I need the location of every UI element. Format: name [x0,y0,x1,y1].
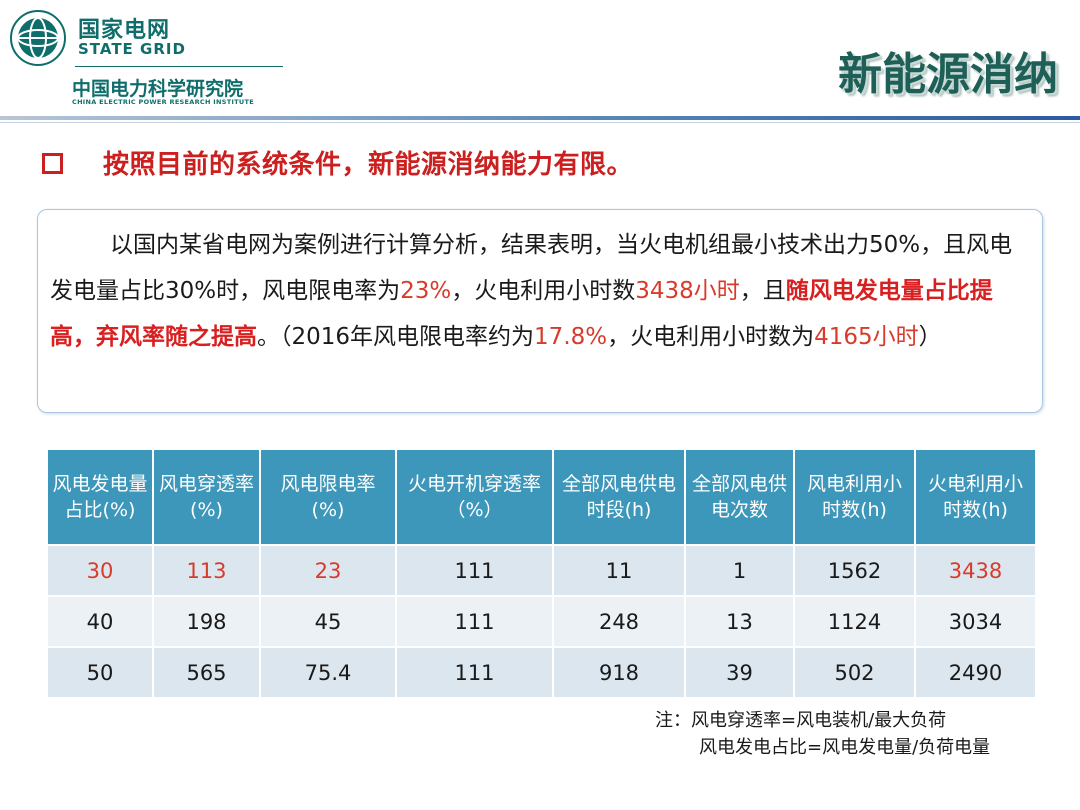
table-cell: 1562 [793,544,916,597]
table-cell: 39 [684,646,795,699]
table-cell: 113 [152,544,261,597]
paragraph-text-1: 以国内某省电网为案例进行计算分析，结果表明，当火电机组最小技术出力50%，且风电… [50,232,1013,304]
table-cell: 75.4 [259,646,397,699]
header-rule-thin [0,122,1080,123]
thermal-hours-2016-value: 4165小时 [814,324,919,350]
table-cell: 50 [46,646,154,699]
paragraph-text-3: ，且 [739,278,786,304]
table-row: 30 113 23 111 11 1 1562 3438 [46,544,1037,597]
header-rule [0,116,1080,120]
footnote-line-1: 注：风电穿透率=风电装机/最大负荷 [655,710,947,731]
table-header-cell: 火电开机穿透率（%） [395,448,554,546]
table-cell: 198 [152,595,261,648]
org-name-en: STATE GRID [78,40,186,58]
header-divider [75,66,283,67]
table-cell: 111 [395,595,554,648]
table-header-cell: 风电利用小时数(h) [793,448,916,546]
key-finding-text: 随风电发电量占比提高，弃风率随之提高 [50,278,993,350]
table-cell: 111 [395,544,554,597]
table-header-cell: 全部风电供电时段(h) [552,448,686,546]
table-header-cell: 火电利用小时数(h) [914,448,1037,546]
results-table: 风电发电量占比(%) 风电穿透率(%) 风电限电率(%) 火电开机穿透率（%） … [46,448,1037,699]
paragraph-text-4: 。（2016年风电限电率约为 [257,324,535,350]
table-cell: 2490 [914,646,1037,699]
table-cell: 1124 [793,595,916,648]
table-cell: 248 [552,595,686,648]
table-row: 50 565 75.4 111 918 39 502 2490 [46,646,1037,699]
table-cell: 11 [552,544,686,597]
table-header-cell: 风电穿透率(%) [152,448,261,546]
table-cell: 502 [793,646,916,699]
table-row: 40 198 45 111 248 13 1124 3034 [46,595,1037,648]
state-grid-logo-icon [10,10,66,66]
square-bullet-icon [42,153,63,174]
paragraph-text-5: ，火电利用小时数为 [607,324,815,350]
table-cell: 13 [684,595,795,648]
thermal-hours-value: 3438小时 [635,278,740,304]
institute-name-cn: 中国电力科学研究院 [72,78,244,100]
table-header-cell: 全部风电供电次数 [684,448,795,546]
curtailment-2016-value: 17.8% [534,324,608,350]
curtailment-rate-value: 23% [400,278,452,304]
table-cell: 45 [259,595,397,648]
institute-name-en: CHINA ELECTRIC POWER RESEARCH INSTITUTE [72,98,254,106]
table-cell: 565 [152,646,261,699]
table-cell: 111 [395,646,554,699]
table-header-row: 风电发电量占比(%) 风电穿透率(%) 风电限电率(%) 火电开机穿透率（%） … [46,448,1037,546]
table-cell: 23 [259,544,397,597]
table-cell: 40 [46,595,154,648]
footnote-line-2: 风电发电占比=风电发电量/负荷电量 [699,737,991,758]
table-header-cell: 风电限电率(%) [259,448,397,546]
paragraph-text-2: ，火电利用小时数 [451,278,636,304]
org-name-cn: 国家电网 [78,18,171,43]
table-cell: 1 [684,544,795,597]
table-cell: 3438 [914,544,1037,597]
summary-textbox: 以国内某省电网为案例进行计算分析，结果表明，当火电机组最小技术出力50%，且风电… [37,209,1043,413]
table-cell: 918 [552,646,686,699]
section-heading: 按照目前的系统条件，新能源消纳能力有限。 [103,150,634,180]
table-header-cell: 风电发电量占比(%) [46,448,154,546]
table-cell: 30 [46,544,154,597]
slide-title: 新能源消纳 [838,49,1058,100]
paragraph-text-6: ） [918,324,942,350]
table-cell: 3034 [914,595,1037,648]
